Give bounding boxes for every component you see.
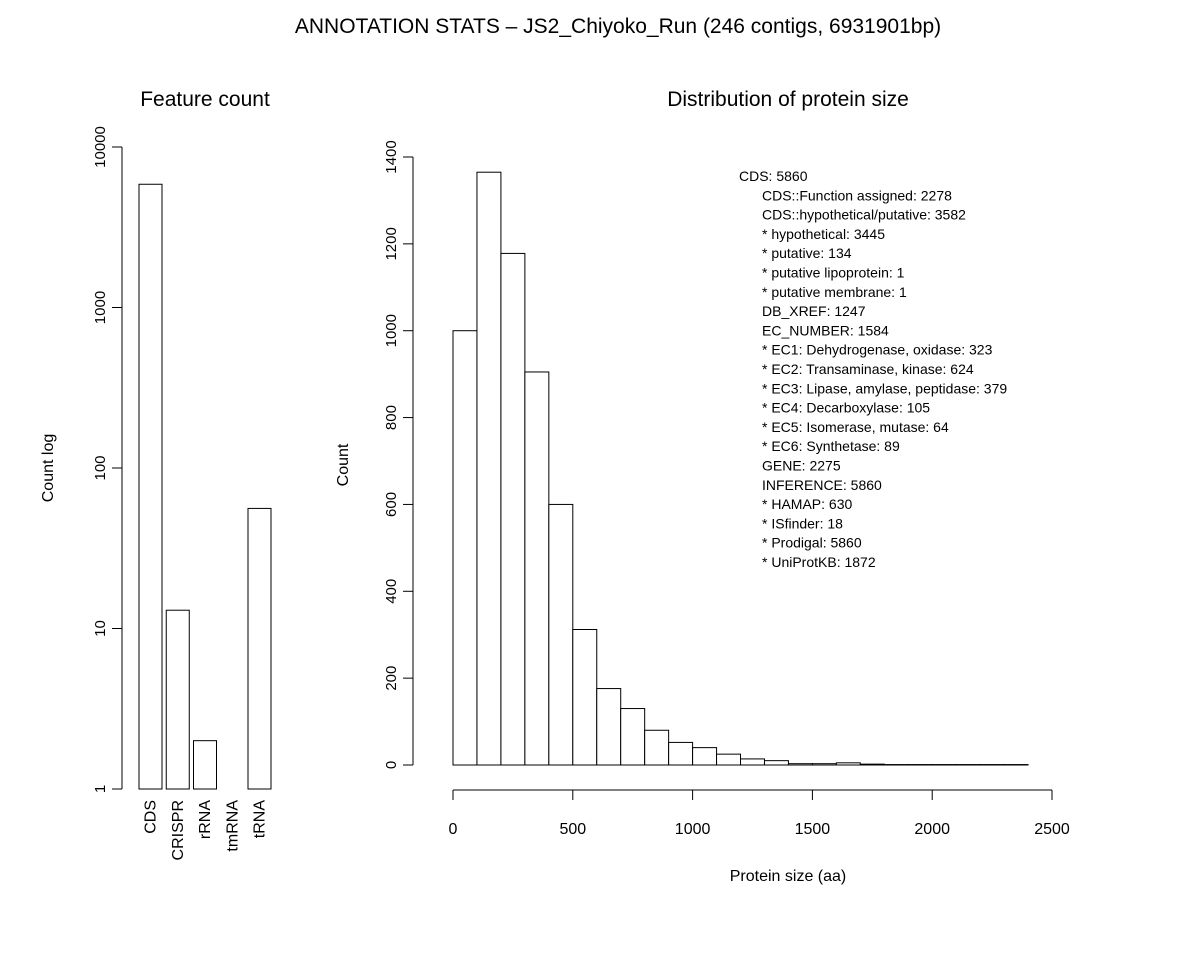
y-tick-label: 1200 [383,227,400,260]
bar-rrna [193,740,217,790]
annotation-line: * EC3: Lipase, amylase, peptidase: 379 [762,380,1007,396]
feature-count-title: Feature count [140,88,270,111]
histogram-bar [716,753,742,766]
category-label-rrna: rRNA [197,800,214,839]
histogram-bar [692,747,718,766]
page-title: ANNOTATION STATS – JS2_Chiyoko_Run (246 … [295,15,941,38]
feature-count-ylabel: Count log [40,434,57,503]
bar-crispr [165,609,190,790]
annotation-line: * HAMAP: 630 [762,496,852,512]
annotation-line: * putative lipoprotein: 1 [762,265,905,281]
annotation-line: * ISfinder: 18 [762,515,843,531]
histogram-bar [452,330,478,766]
feature-count-chart: Feature count Count log 110100100010000 … [40,88,272,861]
x-tick-label: 2500 [1034,821,1070,838]
category-label-cds: CDS [143,800,160,834]
annotation-line: * EC1: Dehydrogenase, oxidase: 323 [762,342,993,358]
annotation-line: GENE: 2275 [762,458,841,474]
category-label-crispr: CRISPR [170,800,187,860]
y-tick-label: 400 [383,579,400,604]
y-tick-label: 0 [383,761,400,769]
annotation-line: EC_NUMBER: 1584 [762,322,889,338]
x-tick-label: 1000 [675,821,711,838]
annotation-line: * EC2: Transaminase, kinase: 624 [762,361,974,377]
x-tick-label: 2000 [914,821,950,838]
protein-size-xlabel: Protein size (aa) [730,868,847,885]
y-tick-label: 10000 [92,126,109,168]
annotation-line: CDS::hypothetical/putative: 3582 [762,207,966,223]
y-tick-label: 1000 [92,291,109,324]
annotation-line: * EC5: Isomerase, mutase: 64 [762,419,949,435]
x-tick-label: 500 [559,821,586,838]
histogram-bar [644,729,670,766]
y-tick-label: 100 [92,455,109,480]
histogram-bar [548,503,574,766]
annotation-line: * EC6: Synthetase: 89 [762,438,900,454]
annotation-line: DB_XREF: 1247 [762,303,866,319]
y-tick-label: 800 [383,405,400,430]
protein-size-title: Distribution of protein size [667,88,909,111]
feature-count-category-labels: CDS CRISPR rRNA tmRNA tRNA [143,800,269,861]
histogram-bar [740,758,765,766]
x-tick-label: 0 [449,821,458,838]
histogram-bar [668,741,694,766]
annotation-line: * putative membrane: 1 [762,284,907,300]
annotation-line: CDS::Function assigned: 2278 [762,187,952,203]
histogram-bar [787,763,813,766]
y-tick-label: 200 [383,666,400,691]
feature-count-bars [138,183,272,790]
histogram-bar [859,763,885,766]
bar-trna [247,507,272,790]
protein-size-ylabel: Count [335,443,352,486]
annotation-line: * putative: 134 [762,245,852,261]
protein-size-yticks: 0 200 400 600 800 1000 1200 1400 [383,140,413,769]
y-tick-label: 1000 [383,314,400,347]
annotation-line: * UniProtKB: 1872 [762,554,876,570]
y-tick-label: 1 [92,785,109,793]
y-tick-label: 1400 [383,140,400,173]
annotation-line: * EC4: Decarboxylase: 105 [762,400,930,416]
histogram-bar [763,760,789,766]
histogram-bar [835,762,861,766]
histogram-bar [620,708,646,766]
x-tick-label: 1500 [795,821,831,838]
protein-size-chart: Distribution of protein size Count Prote… [335,88,1070,885]
histogram-bar [476,171,502,766]
histogram-bar [500,252,526,766]
bar-cds [138,183,163,790]
protein-size-xticks: 0 500 1000 1500 2000 2500 [449,790,1070,838]
annotation-line: * Prodigal: 5860 [762,535,862,551]
histogram-bar [596,688,622,766]
histogram-bar [572,629,598,766]
annotation-line: CDS: 5860 [739,168,808,184]
category-label-trna: tRNA [252,800,269,839]
annotation-line: INFERENCE: 5860 [762,477,882,493]
feature-count-yticks: 1 10 100 1000 10000 [92,126,122,793]
histogram-bar [524,371,550,766]
category-label-tmrna: tmRNA [224,800,241,852]
y-tick-label: 10 [92,620,109,637]
protein-size-bars [452,171,1029,766]
annotation-line: * hypothetical: 3445 [762,226,885,242]
histogram-bar [811,763,837,766]
y-tick-label: 600 [383,492,400,517]
